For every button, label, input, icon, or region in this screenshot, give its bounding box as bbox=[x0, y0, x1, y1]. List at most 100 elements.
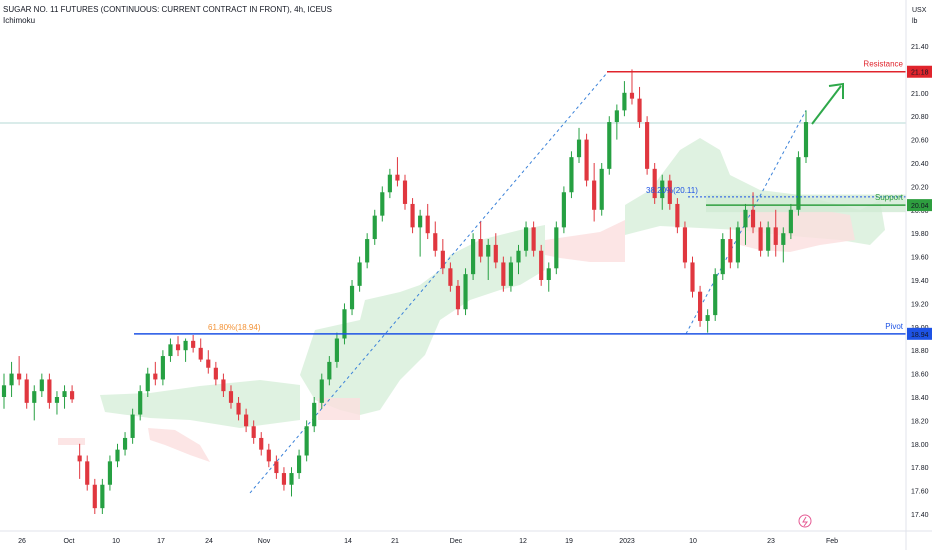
x-tick-label: Dec bbox=[450, 538, 463, 545]
y-tick-label: 21.00 bbox=[911, 91, 929, 98]
candle-body bbox=[697, 291, 703, 321]
candle-body bbox=[327, 361, 332, 380]
candle-body bbox=[743, 209, 748, 228]
candle-body bbox=[637, 98, 642, 123]
ichimoku-cloud bbox=[545, 220, 625, 262]
lightning-icon-bolt bbox=[802, 516, 808, 527]
forecast-arrow-head bbox=[828, 82, 844, 99]
candle-body bbox=[781, 233, 786, 245]
y-tick-label: 19.80 bbox=[911, 231, 929, 238]
support-label: Support bbox=[875, 193, 904, 202]
candle-body bbox=[622, 92, 627, 111]
candle-body bbox=[236, 402, 241, 415]
candle-body bbox=[387, 174, 392, 193]
x-tick-label: Feb bbox=[826, 538, 838, 545]
candle-body bbox=[796, 157, 801, 210]
lightning-icon[interactable] bbox=[798, 514, 812, 528]
y-tick-label: 19.60 bbox=[911, 255, 929, 262]
candle-body bbox=[758, 227, 763, 251]
price-badge bbox=[907, 327, 932, 340]
candle-body bbox=[342, 309, 347, 339]
y-tick-label: 20.40 bbox=[911, 161, 929, 168]
price-badge-label: 21.18 bbox=[911, 70, 929, 77]
pivot-label: Pivot bbox=[885, 322, 904, 331]
candle-body bbox=[221, 379, 226, 392]
y-tick-label: 18.60 bbox=[911, 372, 929, 379]
candle-body bbox=[168, 344, 173, 357]
ichimoku-cloud bbox=[148, 428, 210, 462]
x-tick-label: 10 bbox=[689, 538, 697, 545]
candle-body bbox=[24, 379, 29, 403]
y-tick-label: 20.20 bbox=[911, 184, 929, 191]
candle-body bbox=[251, 426, 256, 438]
x-tick-label: 12 bbox=[519, 538, 527, 545]
x-tick-label: Nov bbox=[258, 538, 271, 545]
y-tick-label: 20.80 bbox=[911, 114, 929, 121]
candle-body bbox=[720, 239, 725, 275]
candle-body bbox=[773, 227, 778, 245]
candle-body bbox=[100, 484, 105, 509]
forecast-arrow bbox=[811, 85, 842, 125]
x-tick-label: 23 bbox=[767, 538, 775, 545]
candle-body bbox=[357, 262, 362, 286]
candle-body bbox=[463, 274, 468, 310]
axis-currency: USX bbox=[912, 7, 927, 14]
x-tick-label: 2023 bbox=[619, 538, 635, 545]
y-tick-label: 17.80 bbox=[911, 465, 929, 472]
candle-body bbox=[380, 192, 385, 216]
candle-body bbox=[516, 250, 521, 263]
ichimoku-cloud bbox=[100, 380, 300, 428]
candle-body bbox=[206, 359, 211, 368]
candle-body bbox=[592, 180, 597, 210]
x-tick-label: 10 bbox=[112, 538, 120, 545]
candle-body bbox=[508, 262, 514, 286]
candle-body bbox=[138, 391, 143, 415]
candle-body bbox=[32, 391, 37, 403]
trend-line-up bbox=[249, 71, 609, 494]
candle-body bbox=[728, 239, 733, 263]
candle-body bbox=[690, 262, 695, 292]
candle-body bbox=[713, 274, 718, 316]
candle-body bbox=[599, 168, 604, 210]
candle-body bbox=[122, 437, 128, 450]
candle-body bbox=[766, 227, 771, 251]
candle-body bbox=[153, 373, 158, 380]
ichimoku-cloud bbox=[318, 398, 360, 420]
candle-body bbox=[440, 250, 445, 269]
candle-body bbox=[569, 157, 574, 193]
candle-body bbox=[410, 203, 415, 228]
candle-body bbox=[614, 110, 619, 123]
candle-body bbox=[486, 244, 491, 257]
candle-body bbox=[334, 338, 339, 362]
ichimoku-cloud bbox=[58, 438, 85, 445]
candle-body bbox=[554, 227, 559, 269]
y-tick-label: 20.00 bbox=[911, 208, 929, 215]
price-badge-label: 18.94 bbox=[911, 332, 929, 339]
candle-body bbox=[92, 484, 97, 509]
candle-body bbox=[47, 379, 52, 403]
candle-body bbox=[402, 180, 408, 204]
x-tick-label: 19 bbox=[565, 538, 573, 545]
y-tick-label: 18.80 bbox=[911, 348, 929, 355]
candle-body bbox=[62, 391, 67, 397]
candle-body bbox=[281, 473, 287, 485]
candle-body bbox=[561, 192, 566, 228]
candle-body bbox=[244, 414, 249, 427]
fib-label: 61.80%(18.94) bbox=[208, 323, 261, 332]
candle-body bbox=[372, 215, 377, 240]
candle-body bbox=[395, 174, 400, 181]
candle-body bbox=[471, 239, 476, 275]
candle-body bbox=[652, 168, 657, 199]
candle-body bbox=[546, 268, 551, 280]
symbol-title: SUGAR NO. 11 FUTURES (CONTINUOUS: CURREN… bbox=[3, 5, 332, 14]
candle-body bbox=[228, 391, 234, 403]
y-tick-label: 19.40 bbox=[911, 278, 929, 285]
candle-body bbox=[77, 455, 82, 462]
x-tick-label: Oct bbox=[64, 538, 75, 545]
chart-header: SUGAR NO. 11 FUTURES (CONTINUOUS: CURREN… bbox=[3, 4, 332, 26]
candle-body bbox=[365, 239, 370, 263]
candle-body bbox=[70, 391, 75, 400]
resistance-label: Resistance bbox=[863, 60, 903, 69]
candle-body bbox=[448, 268, 453, 286]
